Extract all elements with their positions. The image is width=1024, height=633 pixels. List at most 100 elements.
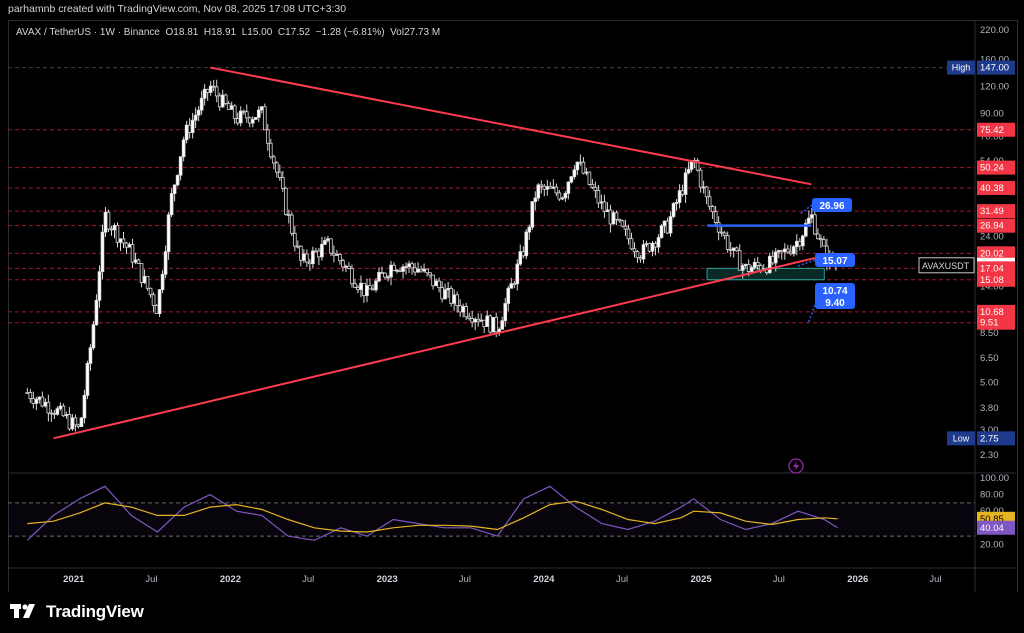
candle[interactable] xyxy=(193,114,198,121)
candle[interactable] xyxy=(265,129,270,144)
candle[interactable] xyxy=(278,171,282,178)
candle[interactable] xyxy=(677,190,682,203)
candle[interactable] xyxy=(371,288,375,291)
candle[interactable] xyxy=(422,268,426,272)
candle[interactable] xyxy=(94,299,99,326)
candle[interactable] xyxy=(593,186,598,191)
candle[interactable] xyxy=(34,398,39,404)
candle[interactable] xyxy=(623,225,628,230)
candle[interactable] xyxy=(290,214,294,234)
candle[interactable] xyxy=(64,414,69,417)
candle[interactable] xyxy=(178,156,183,176)
candle[interactable] xyxy=(719,231,724,234)
candle[interactable] xyxy=(443,289,447,300)
candle[interactable] xyxy=(79,417,84,428)
candle[interactable] xyxy=(668,216,673,234)
candle[interactable] xyxy=(88,347,93,364)
candle[interactable] xyxy=(752,261,757,268)
candle[interactable] xyxy=(49,412,54,415)
candle[interactable] xyxy=(542,185,547,190)
candle[interactable] xyxy=(284,187,288,215)
candle[interactable] xyxy=(82,394,87,419)
candle[interactable] xyxy=(404,266,408,269)
candle[interactable] xyxy=(121,238,126,244)
candle[interactable] xyxy=(190,119,195,133)
candle[interactable] xyxy=(61,405,66,417)
candle[interactable] xyxy=(311,250,315,265)
candle[interactable] xyxy=(671,203,676,217)
candle[interactable] xyxy=(722,232,727,236)
candle[interactable] xyxy=(515,263,520,285)
candle[interactable] xyxy=(223,94,228,104)
candle[interactable] xyxy=(734,247,739,252)
candle[interactable] xyxy=(55,408,60,415)
candle[interactable] xyxy=(596,189,601,204)
candle[interactable] xyxy=(338,253,342,262)
candle[interactable] xyxy=(112,224,117,231)
candle[interactable] xyxy=(275,162,279,173)
candle[interactable] xyxy=(731,247,736,251)
candle[interactable] xyxy=(226,103,231,110)
legend-symbol[interactable]: AVAX / TetherUS · 1W · Binance xyxy=(16,27,160,38)
candle[interactable] xyxy=(461,306,465,313)
candle[interactable] xyxy=(512,283,517,286)
candle[interactable] xyxy=(680,190,685,195)
candle[interactable] xyxy=(377,272,381,282)
candle[interactable] xyxy=(85,363,90,396)
candle[interactable] xyxy=(485,315,490,327)
candle[interactable] xyxy=(632,248,637,253)
candle[interactable] xyxy=(416,268,420,273)
candle[interactable] xyxy=(578,161,583,164)
demand-zone[interactable] xyxy=(706,267,825,281)
candle[interactable] xyxy=(299,245,303,261)
candle[interactable] xyxy=(139,263,144,284)
candle[interactable] xyxy=(494,316,499,333)
candle[interactable] xyxy=(256,109,261,118)
candle[interactable] xyxy=(476,318,480,322)
callout-top-box[interactable] xyxy=(812,198,852,212)
candle[interactable] xyxy=(743,263,748,267)
candle[interactable] xyxy=(151,294,156,306)
candle[interactable] xyxy=(785,248,790,253)
candle[interactable] xyxy=(804,223,808,237)
tradingview-logo[interactable]: TradingView xyxy=(10,602,144,622)
candle[interactable] xyxy=(398,269,402,272)
candle[interactable] xyxy=(205,88,210,93)
candle[interactable] xyxy=(235,118,240,124)
candle[interactable] xyxy=(819,238,823,241)
candle[interactable] xyxy=(626,228,631,240)
candle[interactable] xyxy=(698,169,703,188)
candle[interactable] xyxy=(250,119,255,124)
candle[interactable] xyxy=(401,266,405,272)
candle[interactable] xyxy=(271,156,276,164)
candle[interactable] xyxy=(202,88,207,99)
candle[interactable] xyxy=(67,414,72,430)
candle[interactable] xyxy=(470,318,474,323)
candle[interactable] xyxy=(335,253,339,256)
candle[interactable] xyxy=(449,287,453,304)
candle[interactable] xyxy=(145,275,150,289)
candle[interactable] xyxy=(115,224,120,243)
candle[interactable] xyxy=(389,264,393,278)
candle[interactable] xyxy=(788,251,793,255)
candle[interactable] xyxy=(314,250,318,253)
candle[interactable] xyxy=(383,272,387,278)
candle[interactable] xyxy=(665,220,670,234)
candle[interactable] xyxy=(488,315,493,333)
candle[interactable] xyxy=(473,318,477,323)
candle[interactable] xyxy=(686,168,691,174)
candle[interactable] xyxy=(148,287,153,296)
trendline[interactable] xyxy=(210,66,812,186)
candle[interactable] xyxy=(725,235,730,250)
candle[interactable] xyxy=(70,417,75,430)
candle[interactable] xyxy=(73,417,78,426)
candle[interactable] xyxy=(446,287,450,291)
candle[interactable] xyxy=(548,186,553,189)
candle[interactable] xyxy=(359,282,363,290)
candle[interactable] xyxy=(31,398,36,404)
candle[interactable] xyxy=(545,186,550,190)
candle[interactable] xyxy=(659,225,664,238)
candle[interactable] xyxy=(521,251,526,257)
candle[interactable] xyxy=(638,257,643,260)
candle[interactable] xyxy=(767,255,772,274)
